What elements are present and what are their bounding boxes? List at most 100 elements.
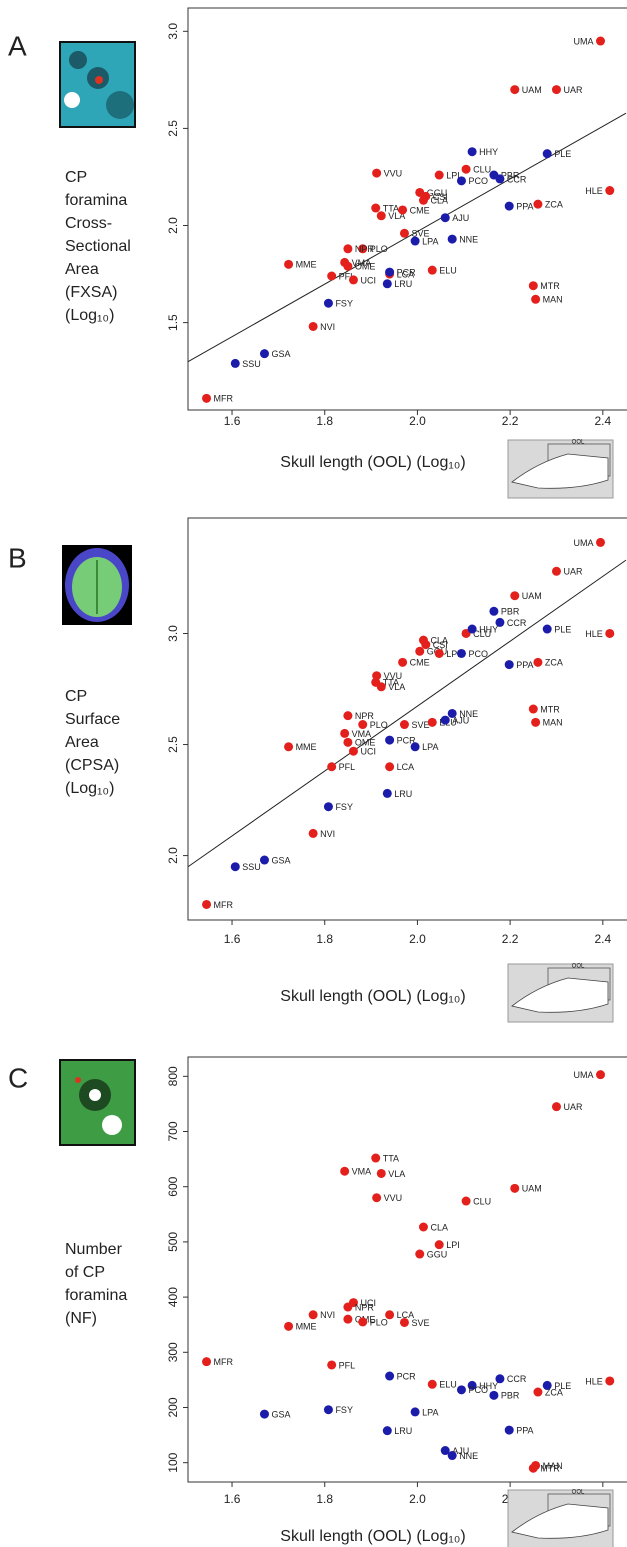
point — [230, 862, 240, 872]
point — [343, 1314, 353, 1324]
point-label: PBR — [501, 607, 520, 617]
point — [382, 279, 392, 289]
y-tick-label: 200 — [166, 1397, 180, 1417]
point-label: CLA — [430, 196, 448, 206]
point — [551, 85, 561, 95]
x-tick-label: 1.6 — [224, 414, 241, 428]
point — [399, 228, 409, 238]
y-axis-label: (CPSA) — [65, 757, 119, 774]
point-label: NPR — [355, 711, 375, 721]
point — [461, 1196, 471, 1206]
y-tick-label: 2.5 — [166, 120, 180, 137]
point-label: PBR — [501, 170, 520, 180]
point — [340, 728, 350, 738]
point-label: UCI — [360, 1298, 376, 1308]
point — [399, 720, 409, 730]
point — [358, 1317, 368, 1327]
point — [596, 36, 606, 46]
point — [510, 1183, 520, 1193]
point — [259, 1409, 269, 1419]
fit-line — [187, 559, 627, 868]
point-label: UMA — [574, 36, 594, 46]
y-axis-label: foramina — [65, 1287, 127, 1304]
point — [489, 606, 499, 616]
point — [605, 628, 615, 638]
point-label: UCI — [360, 747, 376, 757]
x-tick-label: 1.6 — [224, 932, 241, 946]
point-label: PCO — [468, 649, 488, 659]
y-axis-label: Surface — [65, 711, 120, 728]
point-label: NVI — [320, 829, 335, 839]
point-label: LCA — [397, 762, 415, 772]
point-label: SVE — [411, 229, 429, 239]
point-label: LPI — [446, 649, 460, 659]
inset-label: OOL — [572, 440, 585, 446]
y-axis-label: foramina — [65, 192, 127, 209]
point — [343, 244, 353, 254]
skull-outline — [511, 453, 609, 489]
point — [323, 1405, 333, 1415]
point — [415, 646, 425, 656]
point — [495, 617, 505, 627]
point — [461, 164, 471, 174]
point — [467, 624, 477, 634]
point-label: GGU — [427, 1249, 448, 1259]
inset-label: OOL — [572, 1490, 585, 1496]
point — [434, 170, 444, 180]
panel-letter: C — [8, 1062, 28, 1093]
point-label: UAM — [522, 591, 542, 601]
point — [372, 671, 382, 681]
point-label: UAR — [563, 1102, 583, 1112]
point-label: UMA — [574, 538, 594, 548]
point-label: MFR — [214, 394, 234, 404]
point-label: MAN — [543, 1461, 563, 1471]
y-axis-label: of CP — [65, 1264, 105, 1281]
point-label: CLA — [430, 1222, 448, 1232]
y-axis-label: Area — [65, 734, 99, 751]
point-label: VLA — [388, 682, 405, 692]
y-axis-label: CP — [65, 688, 87, 705]
point — [504, 660, 514, 670]
point-label: VLA — [388, 1169, 405, 1179]
point-label: GSA — [271, 855, 290, 865]
y-axis-label: CP — [65, 169, 87, 186]
point-label: UMA — [574, 1070, 594, 1080]
point — [327, 762, 337, 772]
point-label: MME — [296, 742, 317, 752]
point — [542, 149, 552, 159]
point-label: CCR — [507, 618, 527, 628]
point — [440, 213, 450, 223]
point — [415, 1249, 425, 1259]
point-label: FSY — [335, 1405, 353, 1415]
point — [372, 1193, 382, 1203]
point — [385, 1310, 395, 1320]
point-label: PLE — [554, 1381, 571, 1391]
point — [372, 168, 382, 178]
point-label: AJU — [452, 715, 469, 725]
point — [467, 147, 477, 157]
point-label: SVE — [411, 720, 429, 730]
y-tick-label: 300 — [166, 1342, 180, 1362]
point-label: CLU — [473, 1196, 491, 1206]
point-label: HLE — [585, 186, 603, 196]
y-axis-label: Number — [65, 1241, 123, 1258]
point — [382, 1426, 392, 1436]
point-label: UAR — [563, 85, 583, 95]
point-label: VMA — [352, 258, 372, 268]
point-label: LPA — [422, 1407, 438, 1417]
icon-c — [59, 1059, 136, 1146]
point-label: MME — [296, 1322, 317, 1332]
point-label: PLO — [370, 244, 388, 254]
point — [358, 720, 368, 730]
point — [284, 742, 294, 752]
point-label: PCR — [397, 1371, 417, 1381]
point — [456, 1385, 466, 1395]
point — [447, 1451, 457, 1461]
point — [421, 640, 431, 650]
point — [533, 1387, 543, 1397]
point — [382, 788, 392, 798]
point — [308, 1310, 318, 1320]
point — [533, 657, 543, 667]
point — [418, 1222, 428, 1232]
